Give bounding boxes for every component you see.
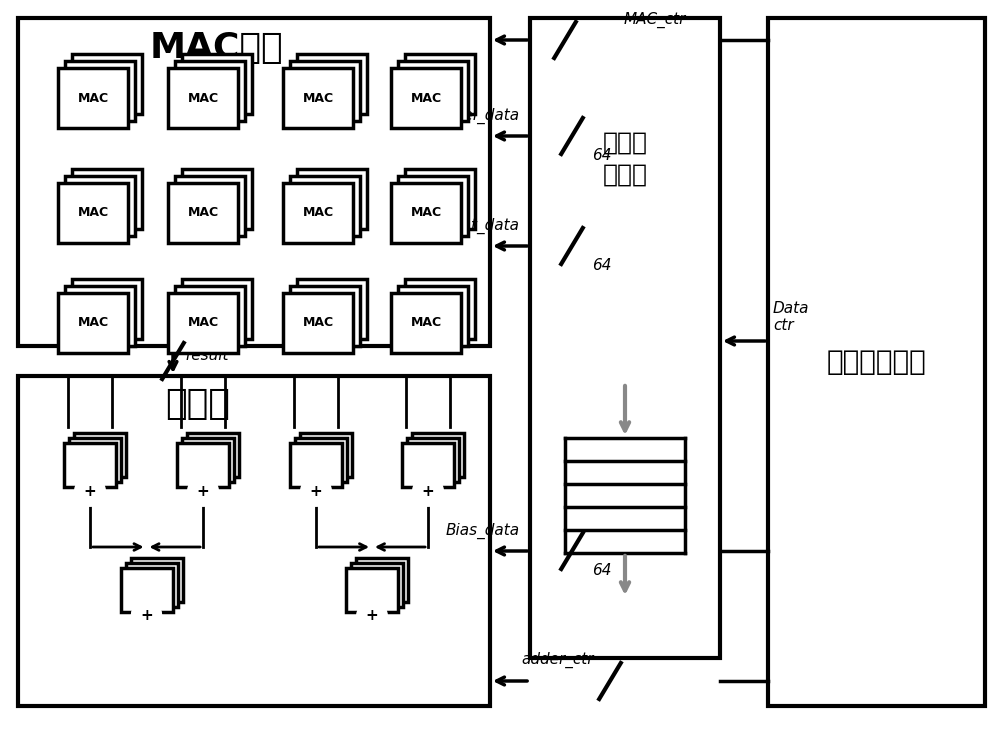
Bar [58,293,128,353]
Text: +: + [310,484,322,498]
Bar [297,169,367,229]
Bar [65,176,135,236]
Text: Bias_data: Bias_data [446,523,520,539]
Text: 64: 64 [592,563,612,578]
Bar [182,279,252,339]
Bar [187,433,239,477]
Text: +: + [197,484,209,498]
Text: MAC: MAC [77,207,109,219]
Bar [168,293,238,353]
Bar [391,293,461,353]
Text: +: + [366,609,378,623]
Bar [530,18,720,658]
Bar [120,568,173,612]
Bar [297,54,367,114]
Text: Data
ctr: Data ctr [773,300,810,333]
Text: MAC: MAC [302,91,334,105]
Bar [58,68,128,128]
Bar [18,18,490,346]
Bar [182,438,234,482]
Bar [398,286,468,346]
Bar [391,183,461,243]
Bar [182,169,252,229]
Bar [405,169,475,229]
Bar [398,61,468,121]
Text: MAC: MAC [187,91,219,105]
Bar [346,568,398,612]
Text: +: + [140,609,153,623]
Text: MAC: MAC [410,316,442,330]
Text: 计算控制模块: 计算控制模块 [827,348,926,376]
Circle shape [414,477,442,505]
Text: 64: 64 [592,258,612,273]
Bar [283,183,353,243]
Bar [126,563,178,607]
Circle shape [358,602,386,630]
Text: Pixel_data: Pixel_data [442,107,520,124]
Bar [295,438,347,482]
Bar [168,68,238,128]
Bar [177,443,229,487]
Text: MAC_ctr: MAC_ctr [624,12,686,28]
Text: result: result [185,349,228,364]
Text: 64: 64 [592,148,612,163]
Bar [412,433,464,477]
Bar [182,54,252,114]
Bar [130,558,182,602]
Bar [290,176,360,236]
Bar [297,279,367,339]
Bar [175,61,245,121]
Bar [391,68,461,128]
Bar [356,558,408,602]
Bar [69,438,121,482]
Bar [768,18,985,706]
Bar [65,61,135,121]
Bar [168,183,238,243]
Bar [74,433,126,477]
Bar [72,54,142,114]
Bar [290,61,360,121]
Bar [405,279,475,339]
Text: +: + [84,484,96,498]
Text: MAC: MAC [77,91,109,105]
Bar [58,183,128,243]
Text: 输入缓
存模块: 输入缓 存模块 [602,131,648,187]
Text: adder_ctr: adder_ctr [522,652,594,668]
Bar [65,286,135,346]
Text: MAC: MAC [302,207,334,219]
Bar [290,443,342,487]
Bar [283,293,353,353]
Text: MAC: MAC [187,207,219,219]
Text: MAC阵列: MAC阵列 [149,31,283,65]
Bar [407,438,459,482]
Text: MAC: MAC [77,316,109,330]
Text: MAC: MAC [410,91,442,105]
Bar [72,169,142,229]
Bar [175,286,245,346]
Bar [175,176,245,236]
Text: Weight_data: Weight_data [424,218,520,234]
Text: 加法树: 加法树 [165,387,230,421]
Circle shape [76,477,104,505]
Bar [398,176,468,236]
Text: MAC: MAC [187,316,219,330]
Bar [72,279,142,339]
Bar [405,54,475,114]
Bar [290,286,360,346]
Text: MAC: MAC [410,207,442,219]
Text: MAC: MAC [302,316,334,330]
Bar [402,443,454,487]
Bar [300,433,352,477]
Bar [64,443,116,487]
Bar [351,563,403,607]
Text: +: + [422,484,434,498]
Bar [283,68,353,128]
Circle shape [132,602,160,630]
Circle shape [302,477,330,505]
Circle shape [189,477,217,505]
Bar [18,376,490,706]
